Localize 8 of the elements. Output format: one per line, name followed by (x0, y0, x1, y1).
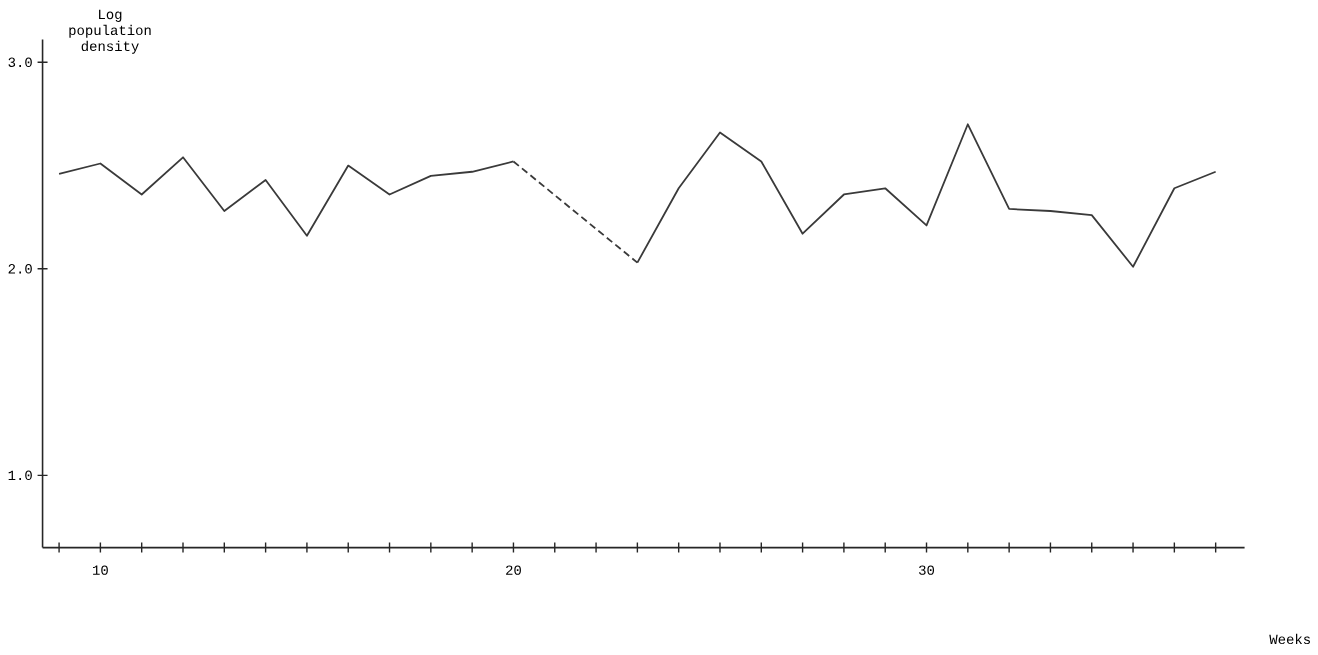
x-tick-label: 30 (919, 565, 935, 575)
y-tick-label: 2.0 (8, 264, 32, 274)
x-axis-title: Weeks (1269, 633, 1310, 645)
y-axis-title: Log population density (69, 9, 151, 54)
x-tick-label: 10 (93, 565, 108, 575)
x-tick-label: 20 (506, 565, 521, 575)
y-tick-label: 3.0 (8, 57, 32, 68)
y-tick-label: 1.0 (8, 470, 32, 481)
